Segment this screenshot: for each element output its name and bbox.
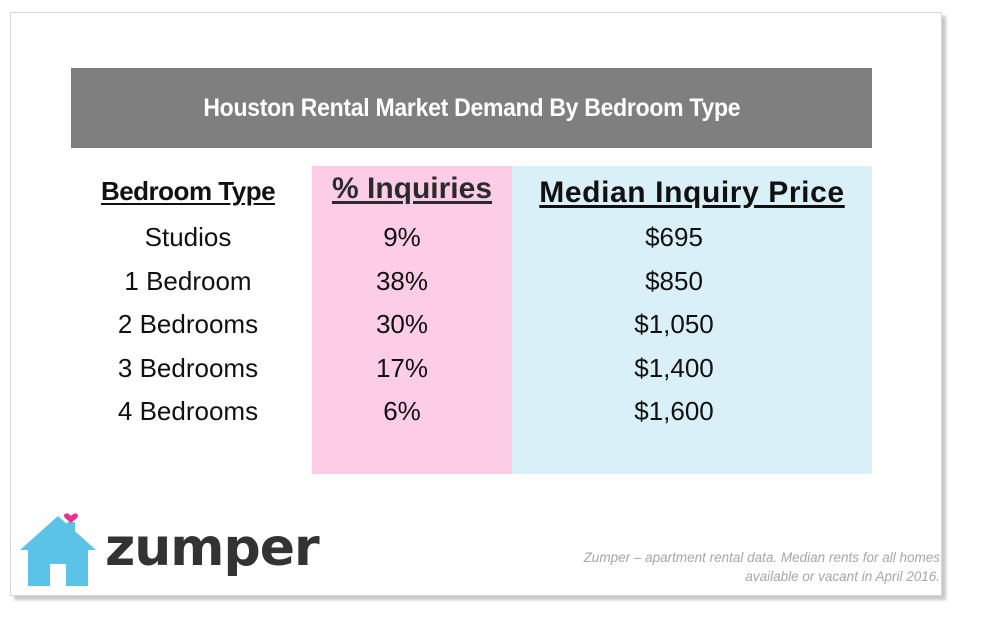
house-heart-icon bbox=[20, 513, 96, 586]
cell-inquiries: 6% bbox=[383, 396, 421, 426]
table-row: 2 Bedrooms 30% $1,050 bbox=[80, 309, 872, 349]
header-median-price: Median Inquiry Price bbox=[539, 176, 845, 209]
table-row: Studios 9% $695 bbox=[80, 222, 872, 262]
table-row: 3 Bedrooms 17% $1,400 bbox=[80, 353, 872, 393]
cell-bedroom-type: 3 Bedrooms bbox=[117, 353, 259, 383]
cell-bedroom-type: 2 Bedrooms bbox=[117, 309, 259, 339]
table-row: 1 Bedroom 38% $850 bbox=[80, 266, 872, 306]
price-column-background bbox=[512, 166, 872, 474]
zumper-logo: zumper bbox=[18, 506, 320, 590]
cell-median-price: $1,600 bbox=[634, 396, 714, 426]
cell-median-price: $1,050 bbox=[634, 309, 714, 339]
cell-bedroom-type: 4 Bedrooms bbox=[117, 396, 259, 426]
cell-inquiries: 9% bbox=[383, 222, 421, 252]
cell-inquiries: 38% bbox=[375, 266, 429, 296]
cell-inquiries: 17% bbox=[375, 353, 429, 383]
source-footnote: Zumper – apartment rental data. Median r… bbox=[520, 548, 940, 586]
footnote-line-1: Zumper – apartment rental data. Median r… bbox=[583, 550, 940, 565]
table-row: 4 Bedrooms 6% $1,600 bbox=[80, 396, 872, 436]
title-bar: Houston Rental Market Demand By Bedroom … bbox=[71, 68, 872, 148]
cell-bedroom-type: 1 Bedroom bbox=[124, 266, 252, 296]
cell-median-price: $695 bbox=[645, 222, 703, 252]
inquiries-column-background bbox=[312, 166, 512, 474]
cell-bedroom-type: Studios bbox=[144, 222, 232, 252]
cell-median-price: $850 bbox=[645, 266, 703, 296]
chart-title: Houston Rental Market Demand By Bedroom … bbox=[203, 93, 740, 122]
cell-inquiries: 30% bbox=[375, 309, 429, 339]
header-bedroom-type: Bedroom Type bbox=[100, 176, 276, 206]
header-inquiries: % Inquiries bbox=[331, 172, 493, 205]
cell-median-price: $1,400 bbox=[634, 353, 714, 383]
footnote-line-2: available or vacant in April 2016. bbox=[745, 569, 940, 584]
logo-wordmark: zumper bbox=[105, 518, 320, 578]
